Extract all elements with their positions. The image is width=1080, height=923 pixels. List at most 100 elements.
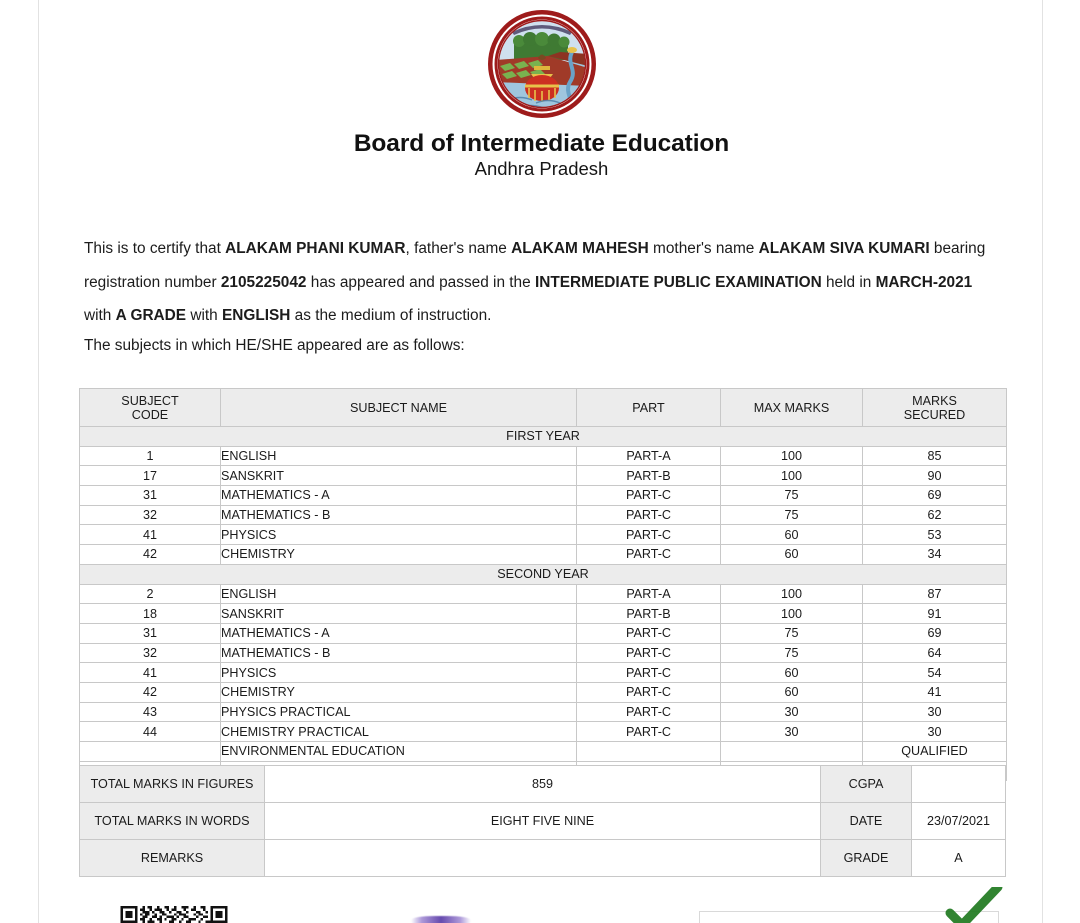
signature-verification-box [699,911,999,923]
emblem-container [39,8,1044,120]
grade-label: GRADE [820,839,912,877]
table-row: 31 MATHEMATICS - A PART-C 75 69 [79,485,1007,506]
cell-subject-code: 41 [79,662,221,683]
grade-value: A [911,839,1006,877]
cgpa-label: CGPA [820,765,912,803]
table-row: 42 CHEMISTRY PART-C 60 34 [79,544,1007,565]
total-marks-words-value: EIGHT FIVE NINE [264,802,821,840]
cell-marks-secured: QUALIFIED [862,741,1007,762]
page-title: Board of Intermediate Education [353,130,730,157]
cell-subject-code: 42 [79,681,221,703]
first-year-rows: 1 ENGLISH PART-A 100 85 17 SANSKRIT PART-B 100 90… [79,445,1007,565]
table-row: 42 CHEMISTRY PART-C 60 41 [79,681,1007,703]
summary-table: TOTAL MARKS IN FIGURES 859 CGPA TOTAL MA… [79,765,1006,877]
summary-table-body: TOTAL MARKS IN FIGURES 859 CGPA TOTAL MA… [79,765,1006,877]
cell-max-marks: 60 [720,544,863,565]
certificate-statement: This is to certify that ALAKAM PHANI KUM… [84,232,999,333]
cell-subject-name: PHYSICS [220,524,577,546]
qr-code [119,906,229,923]
table-row: 32 MATHEMATICS - B PART-C 75 62 [79,504,1007,526]
cell-part: PART-C [576,721,721,742]
cell-max-marks: 100 [720,465,863,487]
digital-signature-stamp [411,916,471,923]
medium-of-instruction: ENGLISH [221,307,291,324]
cell-marks-secured: 41 [862,681,1007,703]
table-row: 2 ENGLISH PART-A 100 87 [79,583,1007,605]
cell-part: PART-C [576,524,721,546]
cell-part: PART-C [576,544,721,565]
first-year-band-row: FIRST YEAR [79,426,1007,447]
cell-max-marks: 60 [720,681,863,703]
cell-part: PART-C [576,681,721,703]
cell-marks-secured: 54 [862,662,1007,683]
cell-part: PART-A [576,445,721,467]
header-marks-secured: MARKS SECURED [862,388,1007,427]
table-row: ENVIRONMENTAL EDUCATION QUALIFIED [79,741,1007,762]
cell-marks-secured: 30 [862,721,1007,742]
table-row: 1 ENGLISH PART-A 100 85 [79,445,1007,467]
cell-subject-code: 31 [79,485,221,506]
cell-max-marks: 30 [720,721,863,742]
table-row: 18 SANSKRIT PART-B 100 91 [79,603,1007,624]
table-row: 31 MATHEMATICS - A PART-C 75 69 [79,622,1007,644]
cell-subject-code: 42 [79,544,221,565]
cell-max-marks: 100 [720,603,863,624]
cell-max-marks: 60 [720,524,863,546]
marks-table-head: SUBJECT CODE SUBJECT NAME PART MAX MARKS… [79,388,1007,427]
cell-part: PART-C [576,622,721,644]
cell-max-marks: 100 [720,445,863,467]
total-marks-figures-label: TOTAL MARKS IN FIGURES [79,765,265,803]
cell-subject-name: SANSKRIT [220,603,577,624]
cell-subject-name: CHEMISTRY [220,544,577,565]
marks-table-body: FIRST YEAR [79,426,1007,447]
cell-part: PART-C [576,485,721,506]
cell-part: PART-C [576,662,721,683]
cell-subject-code: 1 [79,445,221,467]
grade-text: A GRADE [115,307,187,324]
cell-subject-code: 43 [79,701,221,723]
second-year-rows: 2 ENGLISH PART-A 100 87 18 SANSKRIT PART-B 100 91… [79,583,1007,782]
table-row: 41 PHYSICS PART-C 60 53 [79,524,1007,546]
cell-marks-secured: 69 [862,485,1007,506]
table-row: 43 PHYSICS PRACTICAL PART-C 30 30 [79,701,1007,723]
passed-text: has appeared and passed in the [306,273,535,291]
cell-max-marks: 60 [720,662,863,683]
cell-subject-name: ENGLISH [220,583,577,605]
header-part: PART [576,388,721,427]
cell-marks-secured: 87 [862,583,1007,605]
date-value: 23/07/2021 [911,802,1006,840]
header-max-marks: MAX MARKS [720,388,863,427]
cell-subject-name: PHYSICS [220,662,577,683]
cell-subject-name: CHEMISTRY PRACTICAL [220,721,577,742]
cell-max-marks: 75 [720,485,863,506]
page-subtitle: Andhra Pradesh [474,158,609,179]
header-marks-secured-line1: MARKS [912,393,957,408]
cell-marks-secured: 34 [862,544,1007,565]
board-emblem-icon [486,8,598,120]
cell-marks-secured: 85 [862,445,1007,467]
with-medium-prefix: with [186,307,222,324]
cell-subject-name: SANSKRIT [220,465,577,487]
second-year-band-label: SECOND YEAR [79,563,1007,585]
table-row: 44 CHEMISTRY PRACTICAL PART-C 30 30 [79,721,1007,742]
exam-name: INTERMEDIATE PUBLIC EXAMINATION [534,273,822,291]
cell-subject-code: 32 [79,642,221,664]
cell-subject-name: ENVIRONMENTAL EDUCATION [220,741,577,762]
remarks-label: REMARKS [79,839,265,877]
page-content: Board of Intermediate Education Andhra P… [39,0,1044,923]
registration-number: 2105225042 [220,273,307,291]
cell-subject-code: 17 [79,465,221,487]
subjects-intro: The subjects in which HE/SHE appeared ar… [84,337,465,354]
certify-lead-in: This is to certify that [84,240,226,257]
certificate-page: Board of Intermediate Education Andhra P… [38,0,1043,923]
cell-subject-code: 18 [79,603,221,624]
cell-max-marks: 100 [720,583,863,605]
cell-subject-code: 2 [79,583,221,605]
total-marks-words-label: TOTAL MARKS IN WORDS [79,802,265,840]
cell-max-marks: 75 [720,622,863,644]
registration-prefix: bearing registration number [84,240,986,291]
cell-marks-secured: 64 [862,642,1007,664]
student-name: ALAKAM PHANI KUMAR [225,240,406,257]
cell-marks-secured: 90 [862,465,1007,487]
